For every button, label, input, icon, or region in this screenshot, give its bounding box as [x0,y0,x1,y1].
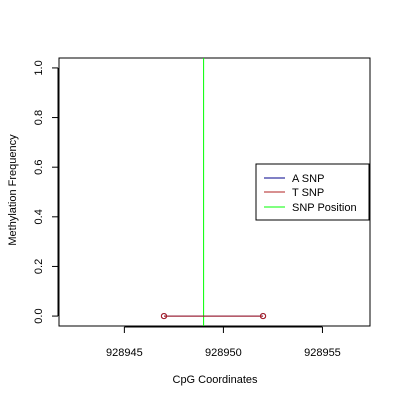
legend-label-t-snp: T SNP [292,187,324,199]
y-tick-label: 0.8 [33,110,45,125]
x-tick-label: 928955 [304,347,341,359]
data-point-t-snp [160,312,168,320]
x-tick-label: 928945 [106,347,143,359]
y-tick-label: 1.0 [33,60,45,75]
legend-label-a-snp: A SNP [292,173,324,185]
legend-label-snp-position: SNP Position [292,202,357,214]
y-tick-label: 0.6 [33,160,45,175]
x-axis-title: CpG Coordinates [173,374,258,386]
x-tick-label: 928950 [205,347,242,359]
y-axis-title: Methylation Frequency [7,134,19,246]
data-point-t-snp [259,312,267,320]
y-tick-label: 0.2 [33,259,45,274]
plot-frame [58,57,371,327]
axes: 0.0 0.2 0.4 0.6 0.8 1.0 928945 928950 928955 [33,57,371,359]
y-tick-label: 0.4 [33,209,45,224]
plot-data [160,58,267,326]
legend: A SNP T SNP SNP Position [255,163,370,221]
y-tick-label: 0.0 [33,308,45,323]
